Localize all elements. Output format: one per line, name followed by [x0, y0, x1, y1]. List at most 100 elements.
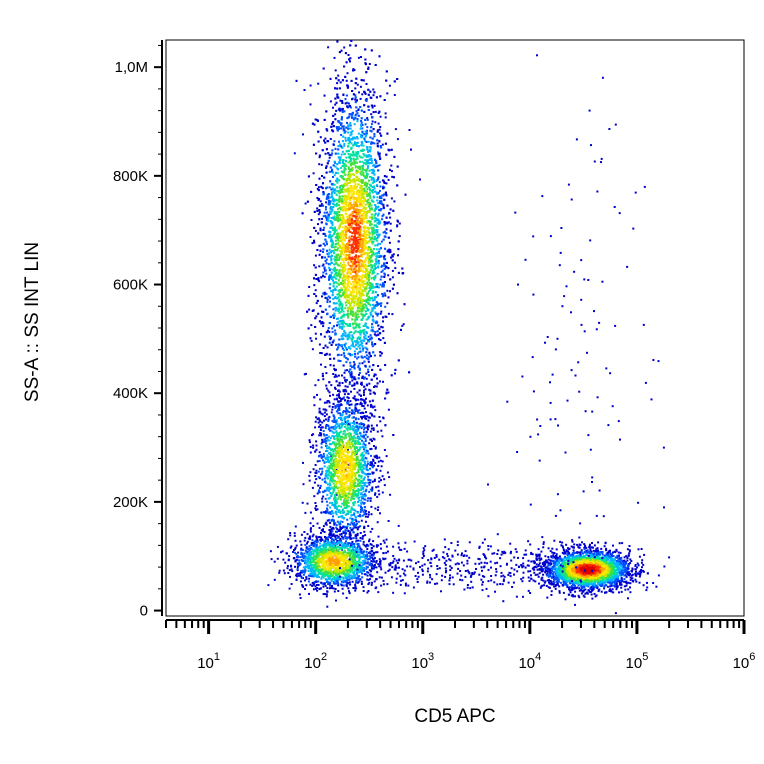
event-dot	[370, 49, 373, 52]
event-dot	[341, 305, 344, 308]
event-dot	[342, 249, 345, 252]
event-dot	[373, 278, 376, 281]
event-dot	[370, 266, 373, 269]
event-dot	[340, 214, 343, 217]
event-dot	[322, 251, 324, 253]
event-dot	[355, 243, 358, 246]
event-dot	[372, 351, 375, 354]
event-dot	[355, 158, 357, 161]
event-dot	[371, 172, 374, 174]
event-dot	[361, 342, 364, 344]
event-dot	[372, 320, 375, 323]
event-dot	[352, 226, 355, 229]
event-dot	[353, 384, 356, 387]
event-dot	[372, 307, 375, 310]
event-dot	[356, 205, 359, 208]
event-dot	[360, 275, 362, 278]
event-dot	[313, 241, 316, 244]
event-dot	[368, 286, 371, 289]
event-dot	[363, 339, 366, 342]
event-dot	[365, 285, 368, 288]
event-dot	[384, 273, 386, 276]
event-dot	[359, 243, 362, 246]
event-dot	[347, 280, 350, 283]
event-dot	[374, 321, 377, 324]
event-dot	[325, 387, 328, 390]
event-dot	[363, 110, 366, 113]
event-dot	[325, 201, 328, 204]
event-dot	[375, 301, 378, 304]
event-dot	[364, 48, 367, 51]
event-dot	[352, 150, 355, 153]
event-dot	[360, 214, 363, 217]
event-dot	[382, 283, 385, 286]
event-dot	[364, 123, 367, 126]
event-dot	[337, 190, 340, 193]
event-dot	[386, 132, 389, 135]
event-dot	[365, 184, 368, 187]
event-dot	[355, 290, 358, 293]
event-dot	[317, 140, 320, 143]
event-dot	[342, 334, 345, 337]
event-dot	[330, 290, 333, 293]
event-dot	[341, 146, 344, 149]
event-dot	[348, 237, 351, 240]
event-dot	[345, 291, 348, 294]
event-dot	[367, 249, 370, 252]
event-dot	[366, 129, 368, 132]
event-dot	[334, 69, 337, 72]
event-dot	[363, 335, 366, 338]
event-dot	[351, 98, 353, 101]
event-dot	[326, 249, 329, 252]
event-dot	[346, 86, 349, 89]
event-dot	[356, 169, 359, 172]
event-dot	[391, 269, 394, 272]
event-dot	[353, 160, 356, 163]
event-dot	[353, 387, 356, 390]
event-dot	[351, 243, 354, 246]
event-dot	[387, 312, 390, 315]
event-dot	[366, 307, 368, 310]
event-dot	[333, 200, 336, 203]
event-dot	[323, 266, 326, 269]
event-dot	[383, 230, 386, 233]
event-dot	[338, 217, 341, 220]
event-dot	[355, 198, 358, 201]
event-dot	[362, 377, 365, 380]
event-dot	[358, 266, 361, 268]
event-dot	[352, 323, 355, 326]
event-dot	[359, 194, 362, 197]
event-dot	[361, 217, 364, 219]
event-dot	[378, 248, 381, 251]
event-dot	[356, 287, 358, 289]
event-dot	[342, 261, 345, 264]
event-dot	[344, 275, 347, 278]
event-dot	[344, 173, 347, 176]
event-dot	[338, 234, 341, 237]
event-dot	[335, 285, 338, 288]
event-dot	[318, 204, 321, 207]
event-dot	[360, 117, 363, 120]
event-dot	[397, 254, 399, 257]
event-dot	[349, 122, 352, 124]
event-dot	[354, 268, 357, 271]
event-dot	[342, 236, 345, 239]
event-dot	[354, 311, 357, 314]
event-dot	[386, 302, 389, 305]
event-dot	[348, 123, 351, 126]
event-dot	[328, 296, 331, 299]
event-dot	[355, 142, 358, 145]
event-dot	[348, 383, 351, 386]
event-dot	[348, 197, 350, 200]
event-dot	[337, 227, 340, 230]
event-dot	[369, 90, 372, 93]
event-dot	[362, 253, 365, 256]
event-dot	[313, 277, 315, 280]
event-dot	[344, 335, 347, 338]
event-dot	[343, 182, 346, 185]
event-dot	[338, 157, 341, 160]
event-dot	[325, 128, 328, 131]
event-dot	[355, 215, 358, 218]
event-dot	[371, 137, 374, 140]
event-dot	[373, 181, 376, 183]
